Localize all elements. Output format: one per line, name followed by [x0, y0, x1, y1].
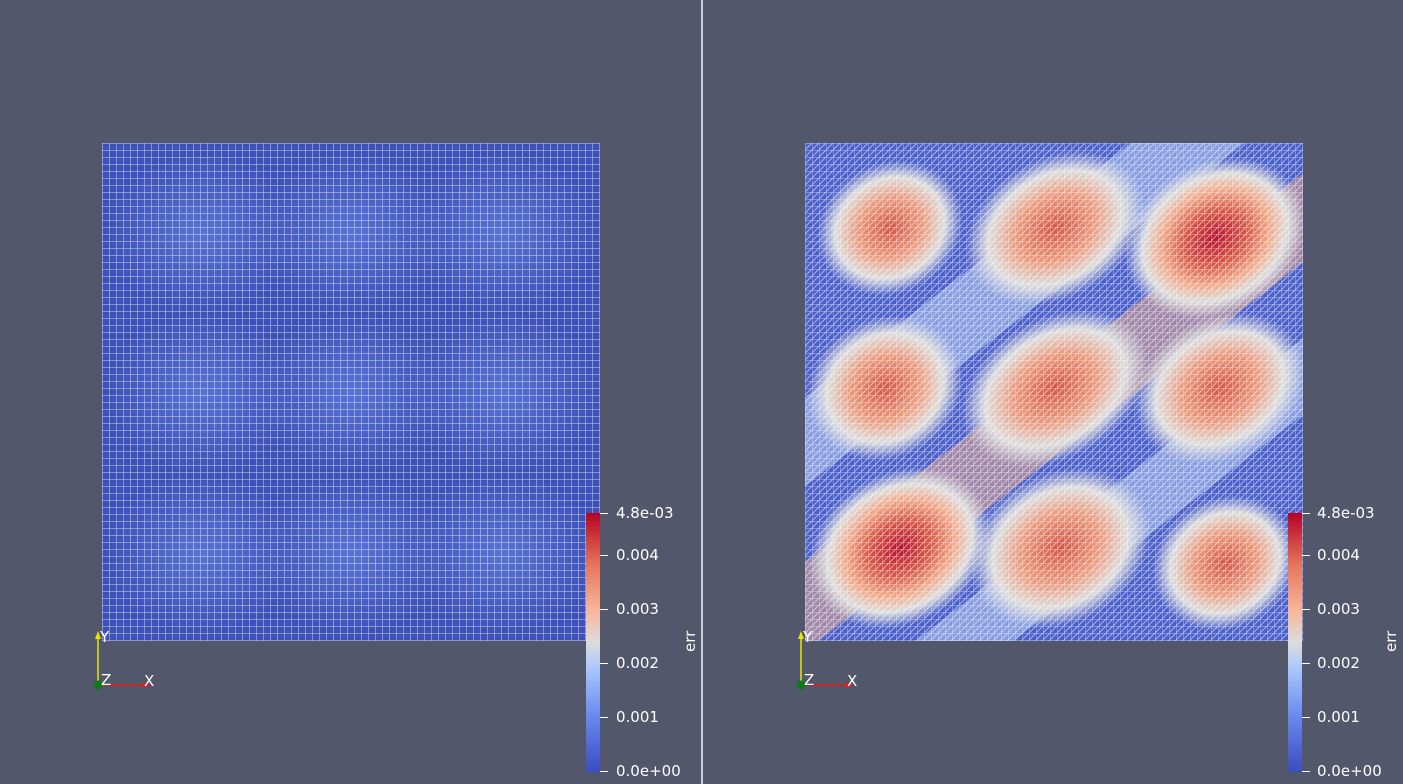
- axis-label-x: X: [847, 672, 858, 690]
- colorbar-tick: [1302, 555, 1310, 556]
- colorbar-label: 0.004: [616, 546, 659, 564]
- colorbar-label: 0.002: [616, 654, 659, 672]
- mesh-plot-right[interactable]: [805, 143, 1303, 641]
- colorbar-tick: [600, 663, 608, 664]
- colorbar-label-min: 0.0e+00: [616, 762, 681, 780]
- axis-label-x: X: [144, 672, 155, 690]
- colorbar-label: 0.001: [616, 708, 659, 726]
- colorbar-label: 0.002: [1317, 654, 1360, 672]
- mesh-plot-left[interactable]: [102, 143, 600, 641]
- colorbar-label: 0.001: [1317, 708, 1360, 726]
- xyz-triad-icon: [93, 631, 151, 690]
- xyz-triad-icon: [796, 631, 854, 690]
- colorbar-tick: [1302, 771, 1310, 772]
- colorbar-tick: [1302, 717, 1310, 718]
- colorbar-tick: [600, 513, 608, 514]
- render-view-left[interactable]: 4.8e-03 0.004 0.003 0.002 0.001 0.0e+00 …: [0, 0, 701, 784]
- axis-label-y: Y: [100, 628, 110, 646]
- axis-label-y: Y: [803, 628, 813, 646]
- view-splitter[interactable]: [701, 0, 703, 784]
- colorbar-left: [586, 513, 600, 772]
- axis-label-z: Z: [101, 671, 112, 689]
- colorbar-tick: [1302, 513, 1310, 514]
- orientation-axes-right: Y Z X: [788, 625, 858, 695]
- colorbar-tick: [600, 609, 608, 610]
- colorbar-label: 0.003: [616, 600, 659, 618]
- axis-label-z: Z: [804, 671, 815, 689]
- colorbar-label-min: 0.0e+00: [1317, 762, 1382, 780]
- colorbar-label: 0.004: [1317, 546, 1360, 564]
- colorbar-title: err: [681, 630, 699, 652]
- colorbar-label: 0.003: [1317, 600, 1360, 618]
- colorbar-tick: [600, 771, 608, 772]
- colorbar-tick: [1302, 609, 1310, 610]
- colorbar-tick: [1302, 663, 1310, 664]
- colorbar-right: [1288, 513, 1302, 772]
- colorbar-tick: [600, 555, 608, 556]
- colorbar-title: err: [1382, 630, 1400, 652]
- render-view-right[interactable]: 4.8e-03 0.004 0.003 0.002 0.001 0.0e+00 …: [703, 0, 1403, 784]
- colorbar-tick: [600, 717, 608, 718]
- orientation-axes-left: Y Z X: [85, 625, 155, 695]
- colorbar-label-max: 4.8e-03: [1317, 504, 1375, 522]
- colorbar-label-max: 4.8e-03: [616, 504, 674, 522]
